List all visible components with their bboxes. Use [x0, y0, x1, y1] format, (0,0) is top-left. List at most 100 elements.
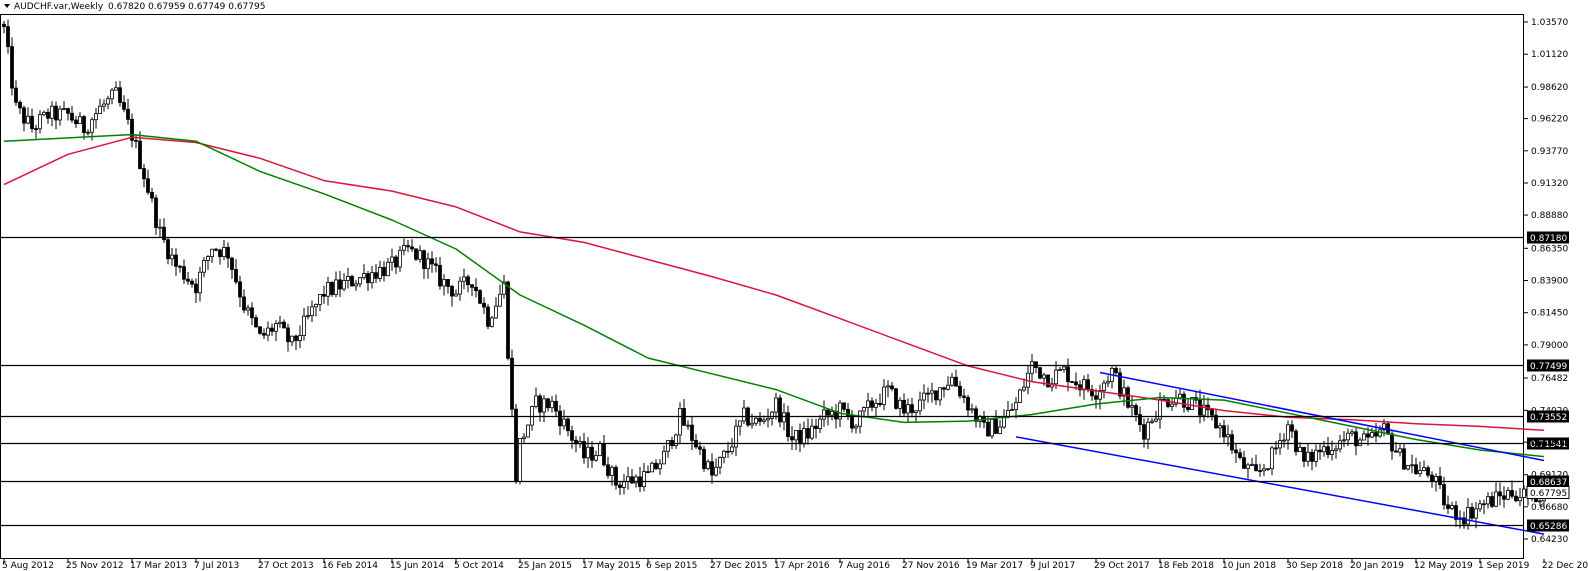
- current-price-box: [1526, 486, 1570, 499]
- candle-body: [898, 399, 902, 409]
- candle-body: [606, 464, 610, 476]
- candle-body: [662, 450, 666, 465]
- price-tick-label: 0.71600: [1531, 438, 1568, 448]
- candle-body: [954, 376, 958, 387]
- candle-body: [258, 326, 262, 334]
- candle-body: [222, 246, 226, 257]
- candle-body: [826, 409, 830, 416]
- candle-body: [966, 397, 970, 411]
- candle-body: [18, 101, 22, 109]
- date-tick-label: 27 Dec 2015: [710, 561, 768, 571]
- candle-body: [846, 408, 850, 417]
- candle-body: [1190, 397, 1194, 410]
- candle-body: [314, 303, 318, 308]
- price-tick-label: 0.88880: [1531, 211, 1568, 221]
- candle-body: [242, 296, 246, 311]
- candle-body: [986, 421, 990, 437]
- current-price-label: 0.67795: [1530, 489, 1567, 499]
- candle-body: [1366, 433, 1370, 438]
- price-tick-label: 1.01120: [1531, 50, 1568, 60]
- candle-body: [422, 250, 426, 269]
- candle-body: [254, 317, 258, 328]
- candle-body: [1254, 464, 1258, 471]
- candle-body: [1046, 374, 1050, 388]
- candle-body: [366, 273, 370, 284]
- candle-body: [818, 418, 822, 429]
- candle-body: [1090, 389, 1094, 397]
- candle-body: [1454, 505, 1458, 520]
- candle-body: [218, 249, 222, 257]
- candle-body: [102, 103, 106, 107]
- candle-body: [1218, 425, 1222, 429]
- candle-body: [206, 256, 210, 261]
- candle-body: [1398, 448, 1402, 453]
- candle-body: [474, 286, 478, 292]
- candle-body: [886, 385, 890, 388]
- price-tick-label: 0.96220: [1531, 115, 1568, 125]
- candle-body: [1482, 503, 1486, 506]
- candle-body: [58, 108, 62, 121]
- candle-body: [1426, 467, 1430, 476]
- candle-body: [1262, 468, 1266, 472]
- candle-body: [1246, 464, 1250, 469]
- date-tick-label: 1 Sep 2019: [1478, 561, 1530, 571]
- level-label-box: [1527, 359, 1569, 372]
- candle-body: [570, 430, 574, 441]
- candle-body: [326, 281, 330, 297]
- candle-body: [838, 402, 842, 420]
- candle-body: [1234, 449, 1238, 454]
- candle-body: [1310, 451, 1314, 462]
- candle-body: [10, 46, 14, 89]
- candle-body: [998, 426, 1002, 434]
- candle-body: [1002, 416, 1006, 428]
- candle-body: [678, 408, 682, 436]
- candle-body: [350, 276, 354, 287]
- candle-body: [462, 276, 466, 282]
- candle-body: [1226, 434, 1230, 438]
- candle-body: [698, 446, 702, 450]
- candle-body: [666, 440, 670, 452]
- candle-body: [1118, 372, 1122, 397]
- candle-body: [442, 278, 446, 287]
- candle-body: [706, 461, 710, 470]
- candle-body: [246, 307, 250, 311]
- candle-body: [1418, 470, 1422, 475]
- date-tick-label: 5 Oct 2014: [454, 561, 504, 571]
- candle-body: [46, 111, 50, 119]
- candle-body: [410, 246, 414, 250]
- candle-body: [354, 283, 358, 287]
- date-tick-label: 15 Jun 2014: [390, 561, 444, 571]
- candle-body: [346, 276, 350, 281]
- candle-body: [1054, 369, 1058, 385]
- candle-body: [110, 89, 114, 100]
- candle-body: [790, 436, 794, 441]
- candle-body: [1434, 476, 1438, 482]
- menu-triangle-icon[interactable]: [4, 4, 10, 8]
- candle-body: [866, 400, 870, 408]
- candle-body: [430, 258, 434, 265]
- candle-body: [302, 315, 306, 336]
- candle-body: [1230, 434, 1234, 451]
- level-label: 0.87180: [1530, 234, 1567, 244]
- candle-body: [634, 476, 638, 484]
- candle-body: [1478, 503, 1482, 510]
- candle-body: [1058, 369, 1062, 371]
- date-tick-label: 5 Aug 2012: [2, 561, 54, 571]
- candle-body: [1374, 432, 1378, 437]
- candle-body: [538, 395, 542, 413]
- candle-body: [1154, 418, 1158, 422]
- candle-body: [994, 418, 998, 434]
- candle-body: [1114, 367, 1118, 374]
- price-tick-label: 0.79000: [1531, 341, 1568, 351]
- candle-body: [1290, 424, 1294, 432]
- candle-body: [390, 256, 394, 263]
- candle-body: [1086, 379, 1090, 390]
- candle-body: [190, 280, 194, 285]
- candle-body: [1286, 424, 1290, 441]
- plot-area[interactable]: [0, 14, 1546, 559]
- candle-body: [1266, 468, 1270, 471]
- candle-body: [170, 254, 174, 260]
- candle-body: [514, 408, 518, 482]
- candle-body: [502, 281, 506, 295]
